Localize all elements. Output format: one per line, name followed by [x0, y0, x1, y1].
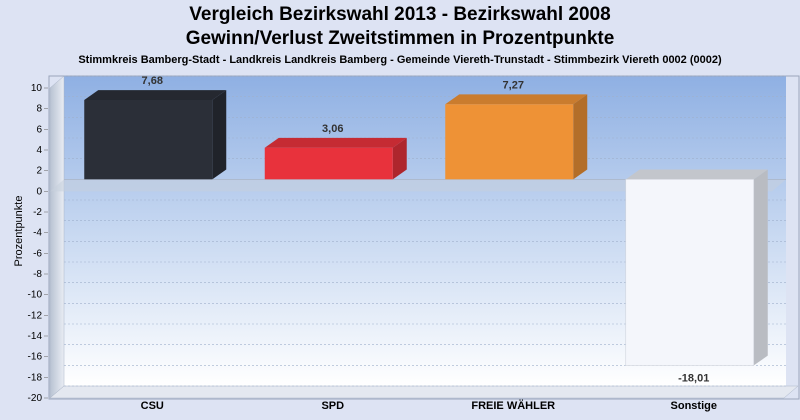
chart-title: Vergleich Bezirkswahl 2013 - Bezirkswahl… [189, 4, 611, 25]
bar-front [445, 104, 574, 180]
y-tick-label: 10 [31, 83, 43, 94]
bar-side [753, 169, 768, 366]
bar-side [392, 137, 407, 180]
y-tick-label: 8 [36, 104, 42, 115]
category-label: Sonstige [671, 400, 717, 412]
value-label: 7,27 [503, 79, 524, 91]
y-tick-label: -4 [33, 228, 42, 239]
bar-front [264, 147, 393, 180]
x-axis-labels: CSU SPD FREIE WÄHLER Sonstige [141, 399, 717, 412]
y-tick-label: -6 [33, 248, 42, 259]
bar-spd: 3,06 [264, 123, 407, 180]
bar-top [625, 169, 768, 180]
bar-top [84, 90, 227, 100]
chart-subtitle: Stimmkreis Bamberg-Stadt - Landkreis Lan… [78, 54, 722, 66]
y-tick-label: -16 [28, 352, 43, 363]
zero-plane [50, 179, 786, 192]
y-tick-label: -8 [33, 269, 42, 280]
y-tick-label: 4 [36, 145, 42, 156]
y-tick-label: -10 [28, 290, 43, 301]
bars: 7,68 3,06 7,27 -18,01 [84, 75, 768, 384]
bar-front [625, 179, 755, 366]
y-tick-label: 0 [36, 186, 42, 197]
category-label: CSU [141, 400, 164, 412]
value-label: -18,01 [678, 372, 709, 384]
bar-top [264, 137, 407, 148]
bar-front [84, 99, 213, 180]
bar-csu: 7,68 [84, 75, 227, 180]
value-label: 3,06 [322, 123, 343, 135]
y-axis-ticks: 10 8 6 4 2 0 -2 -4 -6 -8 -10 -12 -14 -16 -18 -20 [28, 83, 48, 404]
chart-title-line-2: Gewinn/Verlust Zweitstimmen in Prozentpu… [185, 28, 615, 49]
bar-side [573, 94, 588, 180]
bar-top [445, 94, 588, 105]
y-tick-label: -20 [28, 393, 43, 404]
y-tick-label: 2 [36, 166, 42, 177]
category-label: SPD [321, 400, 344, 412]
bar-freie-w-hler: 7,27 [445, 79, 588, 180]
y-axis-label: Prozentpunkte [13, 196, 25, 267]
value-label: 7,68 [142, 75, 163, 87]
category-label: FREIE WÄHLER [471, 399, 555, 412]
y-tick-label: -14 [28, 331, 43, 342]
y-tick-label: 6 [36, 124, 42, 135]
y-tick-label: -18 [28, 372, 43, 383]
y-tick-label: -2 [33, 207, 42, 218]
y-tick-label: -12 [28, 310, 43, 321]
bar-side [212, 90, 227, 180]
bar-sonstige: -18,01 [625, 169, 768, 384]
